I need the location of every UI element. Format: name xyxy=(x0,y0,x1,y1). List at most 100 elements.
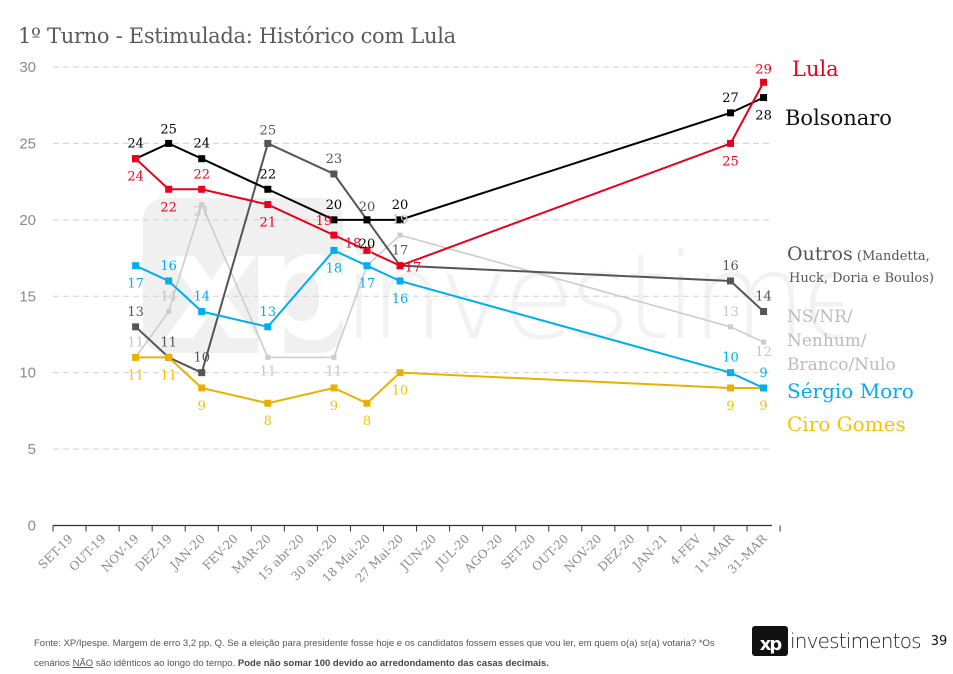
y-tick-label: 10 xyxy=(19,365,36,382)
x-tick-label: JAN-21 xyxy=(629,532,671,574)
legend-label: Nenhum/ xyxy=(787,331,867,351)
data-label-ns-nr-nenhum-branco-nulo: 21 xyxy=(193,205,210,220)
data-point-sergio-moro xyxy=(396,277,404,285)
y-tick-label: 25 xyxy=(19,135,36,152)
data-point-bolsonaro xyxy=(727,109,735,117)
data-label-ns-nr-nenhum-branco-nulo: 19 xyxy=(392,213,409,228)
data-point-sergio-moro xyxy=(165,277,173,285)
xp-watermark: xp investimentos xyxy=(143,198,843,358)
data-label-outros-mandetta-huck-doria-e-boulos: 20 xyxy=(359,200,376,215)
data-label-lula: 22 xyxy=(160,200,177,215)
data-label-outros-mandetta-huck-doria-e-boulos: 16 xyxy=(722,259,739,274)
data-point-ns-nr-nenhum-branco-nulo xyxy=(728,324,734,330)
legend-label: Bolsonaro xyxy=(785,106,892,130)
data-label-outros-mandetta-huck-doria-e-boulos: 23 xyxy=(326,152,343,167)
data-label-bolsonaro: 20 xyxy=(326,198,343,213)
data-label-lula: 17 xyxy=(405,261,422,276)
data-label-bolsonaro: 24 xyxy=(127,137,144,152)
data-point-ns-nr-nenhum-branco-nulo xyxy=(397,232,403,238)
legend-label: Sérgio Moro xyxy=(787,379,914,403)
series-line-lula xyxy=(134,81,765,267)
data-label-sergio-moro: 17 xyxy=(127,277,144,292)
data-point-bolsonaro xyxy=(760,94,768,102)
data-point-ns-nr-nenhum-branco-nulo xyxy=(166,309,172,315)
data-label-outros-mandetta-huck-doria-e-boulos: 13 xyxy=(127,305,144,320)
grid-layer: 0 5 10 15 20 25 30 xyxy=(19,59,772,535)
legend-label: NS/NR/ xyxy=(787,307,853,327)
data-point-outros-mandetta-huck-doria-e-boulos xyxy=(760,308,768,316)
data-point-lula xyxy=(132,155,140,163)
y-tick-label: 0 xyxy=(28,518,36,535)
data-point-lula xyxy=(727,139,735,147)
brand-name: investimentos xyxy=(790,629,922,653)
data-point-ciro-gomes xyxy=(330,384,338,392)
data-point-bolsonaro xyxy=(330,216,338,224)
data-label-sergio-moro: 10 xyxy=(722,351,739,366)
data-point-bolsonaro xyxy=(396,216,404,224)
data-label-ns-nr-nenhum-branco-nulo: 13 xyxy=(722,305,739,320)
series-line-bolsonaro xyxy=(135,96,764,221)
data-point-sergio-moro xyxy=(363,262,371,270)
data-label-bolsonaro: 28 xyxy=(755,109,772,124)
data-label-outros-mandetta-huck-doria-e-boulos: 14 xyxy=(755,290,772,305)
legend-bolsonaro: Bolsonaro xyxy=(785,105,892,131)
data-label-bolsonaro: 25 xyxy=(160,122,177,137)
data-label-bolsonaro: 27 xyxy=(722,91,739,106)
data-point-outros-mandetta-huck-doria-e-boulos xyxy=(330,170,338,178)
data-label-outros-mandetta-huck-doria-e-boulos: 10 xyxy=(193,351,210,366)
y-tick-label: 20 xyxy=(19,212,36,229)
data-point-outros-mandetta-huck-doria-e-boulos xyxy=(132,323,140,331)
data-label-ns-nr-nenhum-branco-nulo: 17 xyxy=(359,244,376,259)
legend-sublabel: (Mandetta, xyxy=(852,249,930,264)
data-label-bolsonaro: 20 xyxy=(359,237,376,252)
data-point-ns-nr-nenhum-branco-nulo xyxy=(199,202,205,208)
data-point-ciro-gomes xyxy=(396,369,404,377)
data-point-ciro-gomes xyxy=(727,384,735,392)
x-tick-label: DEZ-19 xyxy=(132,532,174,574)
data-label-ciro-gomes: 8 xyxy=(363,414,371,429)
data-point-lula xyxy=(760,78,768,86)
data-label-ns-nr-nenhum-branco-nulo: 11 xyxy=(127,335,144,350)
data-point-ciro-gomes xyxy=(132,353,140,361)
data-point-ns-nr-nenhum-branco-nulo xyxy=(761,339,767,345)
x-axis: SET-19OUT-19NOV-19DEZ-19JAN-20FEV-20MAR-… xyxy=(36,524,781,585)
data-label-sergio-moro: 9 xyxy=(759,366,767,381)
legend-label: Outros xyxy=(787,243,853,265)
legend-label: Lula xyxy=(792,57,839,81)
data-label-ciro-gomes: 9 xyxy=(759,399,767,414)
legend-sergio-moro: Sérgio Moro xyxy=(787,378,914,404)
footnote-text-2: são idênticos ao longo do tempo. xyxy=(93,658,238,669)
data-label-lula: 25 xyxy=(722,154,739,169)
footnote-underlined: NÃO xyxy=(72,658,94,669)
data-point-ns-nr-nenhum-branco-nulo xyxy=(265,354,271,360)
data-label-outros-mandetta-huck-doria-e-boulos: 25 xyxy=(260,123,277,138)
series-line-ns-nr-nenhum-branco-nulo xyxy=(134,202,764,359)
y-tick-label: 15 xyxy=(19,288,36,305)
x-tick-label: DEZ-20 xyxy=(595,532,637,574)
chart-title: 1º Turno - Estimulada: Histórico com Lul… xyxy=(18,24,456,48)
data-label-ciro-gomes: 11 xyxy=(127,368,144,383)
data-point-lula xyxy=(396,262,404,270)
watermark-logo: xp xyxy=(163,200,347,358)
footnote-text-1: Fonte: XP/Ipespe. Margem de erro 3,2 pp.… xyxy=(34,638,715,669)
data-point-sergio-moro xyxy=(132,262,140,270)
data-label-lula: 24 xyxy=(127,170,144,185)
data-point-sergio-moro xyxy=(198,308,206,316)
legend-lula: Lula xyxy=(792,56,839,82)
data-label-sergio-moro: 14 xyxy=(193,290,210,305)
series-layer xyxy=(132,78,768,407)
legend-ns-nr-nenhum-branco-nulo: NS/NR/Nenhum/Branco/Nulo xyxy=(787,305,896,377)
watermark-text: investimentos xyxy=(343,228,843,358)
data-label-lula: 22 xyxy=(193,167,210,182)
legend-label: Ciro Gomes xyxy=(787,412,906,436)
legend-label: Branco/Nulo xyxy=(787,355,896,375)
y-tick-label: 30 xyxy=(19,59,36,76)
data-point-ns-nr-nenhum-branco-nulo xyxy=(331,354,337,360)
data-label-ciro-gomes: 9 xyxy=(726,399,734,414)
data-label-bolsonaro: 24 xyxy=(193,137,210,152)
data-label-sergio-moro: 17 xyxy=(359,277,376,292)
data-label-ciro-gomes: 11 xyxy=(160,368,177,383)
data-label-sergio-moro: 16 xyxy=(160,259,177,274)
data-label-sergio-moro: 18 xyxy=(326,261,343,276)
